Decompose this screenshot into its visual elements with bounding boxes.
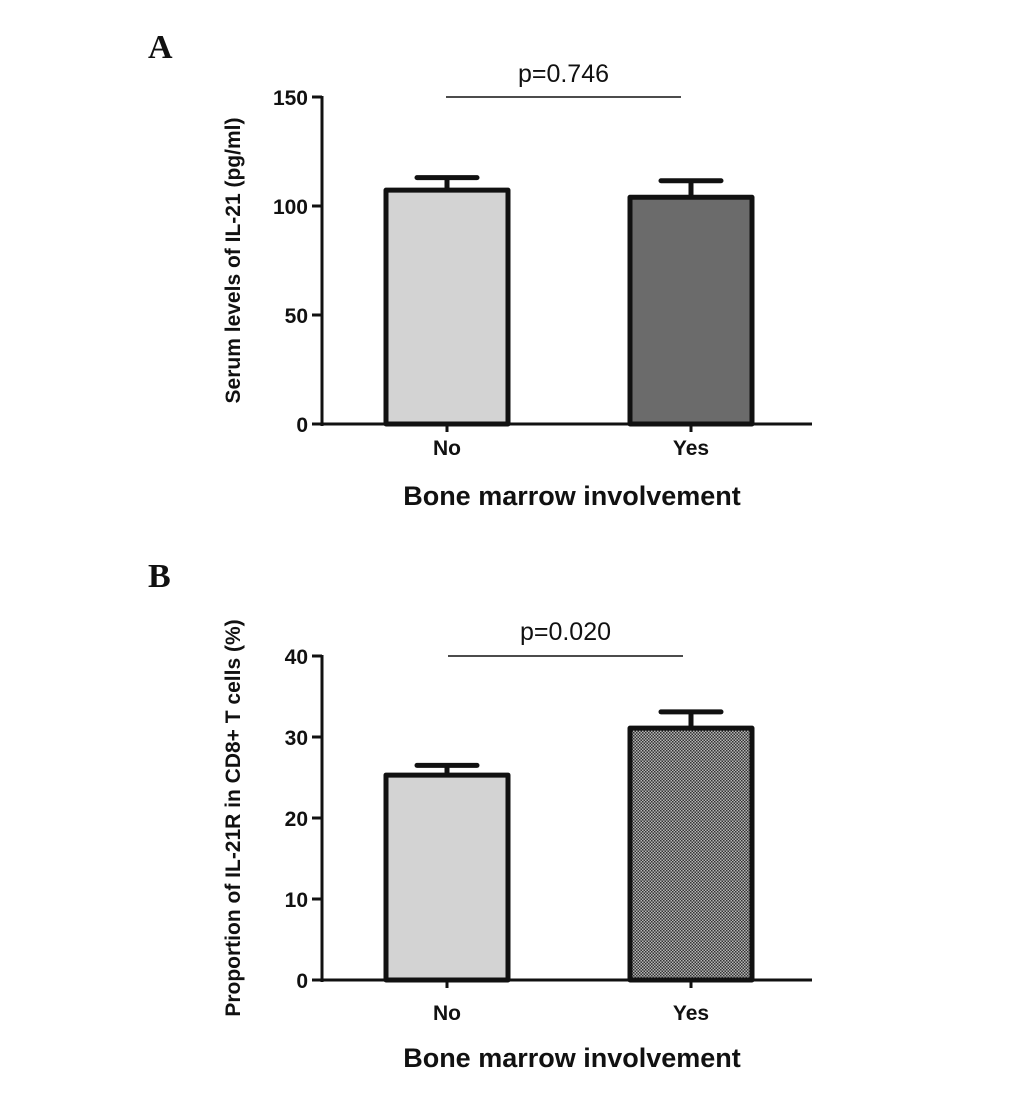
bar-no (383, 772, 511, 983)
chart-panel-a: A 0 50 100 150 No Yes Bone marrow involvement Se… (148, 29, 812, 511)
x-tick-label: No (433, 437, 461, 460)
y-tick-label: 100 (273, 196, 308, 219)
y-tick-label: 40 (285, 646, 308, 669)
panel-label: B (148, 558, 171, 595)
x-axis-label: Bone marrow involvement (403, 1043, 741, 1073)
x-tick-label: Yes (673, 1002, 709, 1025)
y-tick-label: 0 (296, 970, 308, 993)
y-tick-label: 50 (285, 305, 308, 328)
y-tick-label: 150 (273, 87, 308, 110)
y-axis-label: Serum levels of IL-21 (pg/ml) (222, 118, 245, 404)
p-value-annotation: p=0.746 (518, 60, 609, 88)
y-axis-label: Proportion of IL-21R in CD8+ T cells (%) (222, 619, 245, 1016)
y-tick-label: 0 (296, 414, 308, 437)
y-tick-label: 20 (285, 808, 308, 831)
bar-no (383, 187, 511, 427)
y-tick-label: 10 (285, 889, 308, 912)
bar-yes (627, 194, 755, 427)
x-axis-label: Bone marrow involvement (403, 481, 741, 511)
x-tick-label: No (433, 1002, 461, 1025)
bar-yes (627, 725, 755, 983)
panel-label: A (148, 29, 173, 66)
y-tick-label: 30 (285, 727, 308, 750)
chart-panel-b: B 0 10 20 30 40 No Yes Bone marrow involvement Pr… (148, 558, 812, 1073)
x-tick-label: Yes (673, 437, 709, 460)
p-value-annotation: p=0.020 (520, 618, 611, 646)
